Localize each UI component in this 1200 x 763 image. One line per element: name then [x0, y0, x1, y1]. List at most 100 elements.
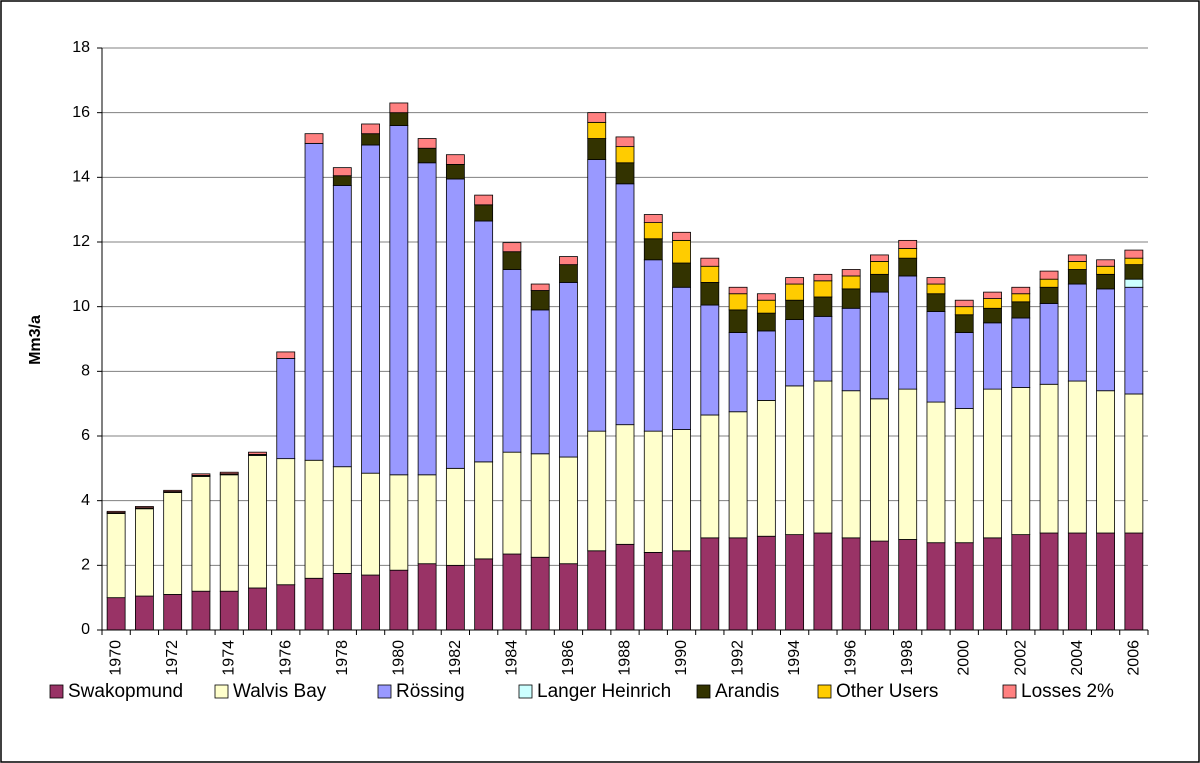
legend-swatch	[49, 684, 64, 699]
bar-segment	[700, 282, 720, 306]
bar-segment	[106, 597, 126, 631]
bar-segment	[163, 594, 183, 631]
bar-segment	[417, 563, 437, 631]
y-tick-label: 14	[72, 169, 90, 186]
bar-segment	[445, 154, 465, 165]
bar-segment	[332, 466, 352, 574]
bar-segment	[841, 307, 861, 392]
bar-segment	[672, 262, 691, 288]
bar-segment	[191, 476, 211, 592]
bar-segment	[389, 474, 409, 571]
bar-segment	[841, 537, 861, 631]
bar-segment	[276, 351, 296, 359]
bar-segment	[502, 242, 522, 253]
x-tick-label: 1994	[786, 640, 803, 676]
bar-segment	[756, 330, 776, 401]
bar-segment	[1067, 260, 1087, 270]
bar-segment	[983, 388, 1002, 539]
bar-segment	[700, 414, 720, 539]
legend-swatch	[1002, 684, 1017, 699]
bar-segment	[1124, 532, 1144, 631]
bar-segment	[926, 311, 946, 403]
bar-segment	[502, 451, 522, 555]
bar-segment	[926, 542, 946, 631]
bar-segment	[474, 220, 494, 463]
bar-segment	[502, 251, 522, 270]
bar-segment	[248, 587, 267, 631]
x-tick-label: 1988	[617, 640, 634, 676]
x-tick-label: 1970	[108, 640, 125, 676]
bar-segment	[672, 286, 691, 430]
bar-segment	[728, 411, 748, 539]
bar-segment	[587, 159, 607, 432]
bar-segment	[361, 472, 380, 576]
bar-segment	[219, 471, 239, 475]
y-tick-label: 0	[81, 621, 90, 638]
legend-swatch	[214, 684, 229, 699]
bar-segment	[106, 513, 126, 599]
bar-segment	[785, 283, 805, 301]
bar-segment	[700, 257, 720, 267]
bar-segment	[332, 167, 352, 177]
bar-segment	[1039, 286, 1059, 304]
bar-segment	[1067, 380, 1087, 534]
bar-segment	[163, 489, 183, 493]
bar-segment	[756, 299, 776, 314]
bar-segment	[870, 540, 889, 631]
bar-segment	[1011, 286, 1031, 295]
bar-segment	[389, 125, 409, 476]
bar-segment	[1124, 393, 1144, 534]
bar-segment	[219, 474, 239, 592]
x-tick-label: 1990	[673, 640, 690, 676]
legend-swatch	[817, 684, 832, 699]
bar-segment	[1039, 278, 1059, 288]
bar-segment	[304, 577, 324, 631]
bar-segment	[954, 306, 974, 316]
bar-segment	[587, 138, 607, 160]
bar-segment	[756, 293, 776, 301]
x-tick-label: 1992	[730, 640, 747, 676]
bar-segment	[304, 142, 324, 461]
legend-label: Rössing	[396, 681, 465, 702]
y-tick-label: 12	[72, 233, 90, 250]
bar-segment	[1096, 288, 1115, 392]
bar-segment	[219, 590, 239, 631]
bar-segment	[672, 429, 691, 552]
x-tick-label: 1972	[164, 640, 181, 676]
bar-segment	[841, 288, 861, 309]
bar-segment	[672, 231, 691, 241]
bar-segment	[1067, 532, 1087, 631]
legend-swatch	[696, 684, 711, 699]
bar-segment	[870, 254, 889, 262]
x-tick-label: 1976	[277, 640, 294, 676]
bar-segment	[785, 385, 805, 536]
bar-segment	[700, 265, 720, 283]
bar-segment	[1096, 265, 1115, 275]
bar-segment	[304, 459, 324, 579]
bar-segment	[248, 454, 267, 589]
bar-segment	[841, 275, 861, 290]
bar-segment	[898, 257, 918, 277]
bar-segment	[1124, 249, 1144, 259]
bar-segment	[191, 590, 211, 631]
x-tick-label: 2006	[1125, 640, 1142, 676]
bar-segment	[332, 175, 352, 186]
bar-segment	[332, 573, 352, 631]
bar-segment	[530, 556, 550, 631]
bar-segment	[643, 238, 663, 261]
x-tick-label: 2004	[1069, 640, 1086, 676]
bar-segment	[954, 408, 974, 544]
bar-segment	[898, 539, 918, 631]
legend-swatch	[377, 684, 392, 699]
legend-label: Losses 2%	[1021, 681, 1114, 702]
bar-segment	[983, 307, 1002, 324]
bar-segment	[106, 510, 126, 514]
bar-segment	[983, 322, 1002, 390]
bar-segment	[785, 277, 805, 285]
bar-segment	[813, 296, 833, 317]
bar-segment	[756, 312, 776, 332]
bar-segment	[615, 136, 635, 148]
legend-label: Swakopmund	[68, 681, 183, 702]
bar-segment	[361, 133, 380, 146]
